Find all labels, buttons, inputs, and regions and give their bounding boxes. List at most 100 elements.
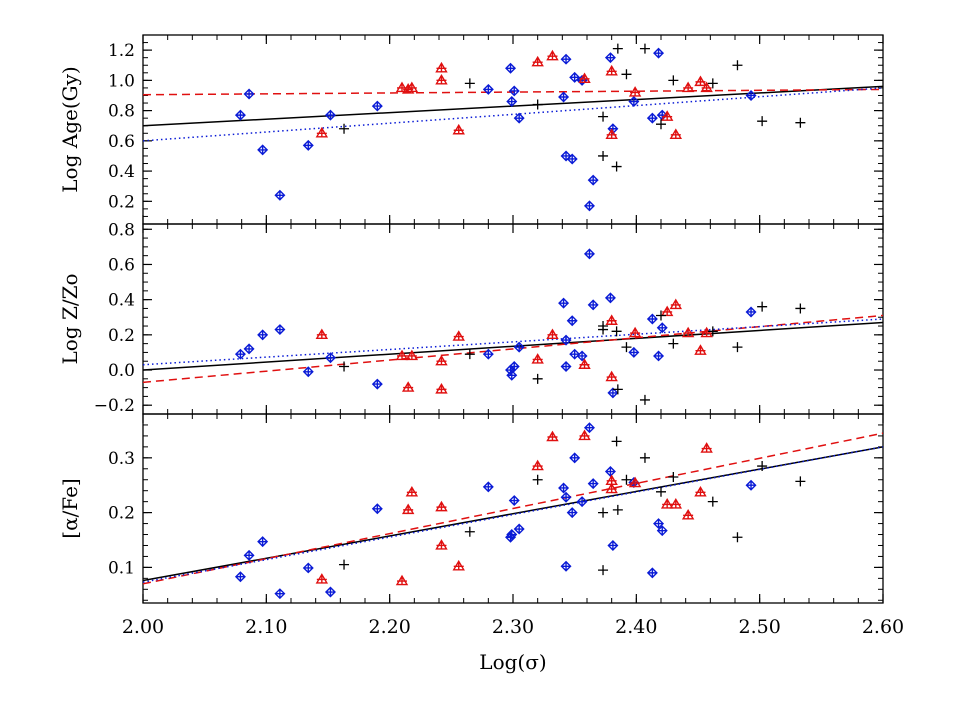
data-point-triangle [436,356,446,365]
data-point-plus [598,508,608,518]
data-point-diamond [245,551,254,560]
data-point-triangle [607,372,617,381]
data-point-diamond [585,201,594,210]
data-point-diamond [507,97,516,106]
data-point-diamond [606,293,615,302]
data-point-triangle [683,83,693,92]
data-point-diamond [606,53,615,62]
data-point-plus [621,69,631,79]
data-point-diamond [275,191,284,200]
data-point-plus [613,44,623,54]
data-point-triangle [436,540,446,549]
data-point-diamond [562,55,571,64]
data-point-triangle [630,328,640,337]
data-point-diamond [747,307,756,316]
data-point-triangle [454,332,464,341]
data-point-diamond [570,453,579,462]
data-point-plus [732,532,742,542]
x-axis-label: Log(σ) [479,650,546,674]
fit-line-blue-dotted [143,88,883,141]
data-point-diamond [245,344,254,353]
data-point-diamond [654,49,663,58]
data-point-plus [795,476,805,486]
y-tick-label: 0.2 [108,504,135,524]
data-point-plus [668,75,678,85]
data-point-diamond [562,362,571,371]
panel-log-age: 0.20.40.60.81.01.2Log Age(Gy) [58,35,883,224]
y-axis-label: Log Age(Gy) [58,66,82,192]
plot-data [143,249,883,405]
data-point-diamond [648,315,657,324]
data-point-diamond [559,92,568,101]
data-point-plus [668,339,678,349]
data-point-triangle [547,330,557,339]
data-point-diamond [275,325,284,334]
data-point-triangle [436,63,446,72]
data-point-diamond [258,145,267,154]
y-axis-label: Log Z/Zo [58,273,82,364]
data-point-diamond [629,348,638,357]
data-point-diamond [648,114,657,123]
data-point-plus [339,362,349,372]
data-point-diamond [373,102,382,111]
y-tick-label: 1.0 [108,71,135,91]
data-point-diamond [484,482,493,491]
data-point-diamond [589,300,598,309]
data-point-triangle [317,128,327,137]
data-point-plus [465,349,475,359]
y-tick-label: 0.4 [108,291,135,311]
data-point-diamond [373,504,382,513]
data-point-plus [668,472,678,482]
data-point-plus [465,527,475,537]
data-point-diamond [747,91,756,100]
data-point-plus [465,78,475,88]
data-point-triangle [607,316,617,325]
data-point-plus [795,303,805,313]
data-point-diamond [304,367,313,376]
data-point-plus [339,124,349,134]
data-point-triangle [397,576,407,585]
data-point-diamond [568,316,577,325]
y-tick-label: −0.2 [94,396,135,416]
data-point-plus [339,560,349,570]
x-tick-label: 2.20 [369,616,411,638]
data-point-diamond [562,493,571,502]
panel-alpha-fe: 0.10.20.32.002.102.202.302.402.502.60[α/… [58,414,904,674]
data-point-diamond [589,176,598,185]
data-point-triangle [533,461,543,470]
data-point-plus [533,100,543,110]
y-tick-label: 0.3 [108,449,135,469]
data-point-plus [621,342,631,352]
data-point-diamond [326,353,335,362]
data-point-diamond [506,64,515,73]
data-point-triangle [403,505,413,514]
data-point-diamond [578,351,587,360]
y-tick-label: 0.8 [108,102,135,122]
data-point-diamond [559,299,568,308]
data-point-plus [640,44,650,54]
data-point-diamond [658,323,667,332]
plot-frame [143,224,883,414]
y-tick-label: 0.1 [108,558,135,578]
data-point-plus [640,453,650,463]
data-point-triangle [580,74,590,83]
data-point-triangle [403,383,413,392]
y-tick-label: 0.8 [108,220,135,240]
data-point-diamond [578,497,587,506]
x-tick-label: 2.10 [245,616,287,638]
fit-line-blue-dotted [143,447,883,582]
data-point-diamond [606,467,615,476]
data-point-plus [732,60,742,70]
plot-data [143,423,883,598]
data-point-diamond [608,541,617,550]
data-point-triangle [702,83,712,92]
data-point-diamond [562,562,571,571]
data-point-triangle [436,75,446,84]
data-point-plus [708,326,718,336]
data-point-diamond [236,350,245,359]
data-point-plus [612,162,622,172]
data-point-diamond [236,111,245,120]
data-point-triangle [671,300,681,309]
data-point-plus [613,505,623,515]
data-point-diamond [568,508,577,517]
